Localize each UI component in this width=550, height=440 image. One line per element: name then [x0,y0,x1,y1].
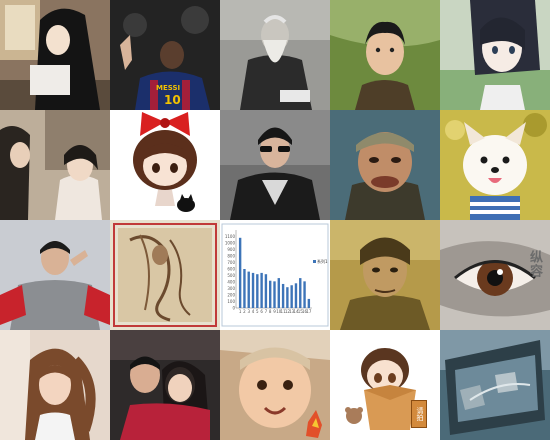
x-tick-label: 11 [281,309,287,314]
lens-city-image [440,330,550,440]
couple-image [110,330,220,440]
man-hoodie-image [0,220,110,330]
thumbnail-chibi-girl[interactable] [110,110,220,220]
chart-bar [290,285,293,308]
white-dog-image [440,110,550,220]
man-sunglasses-image [220,110,330,220]
thumbnail-ink-sketch[interactable] [110,220,220,330]
thumbnail-anime-character[interactable] [440,0,550,110]
thumbnail-cartoon-box-kid[interactable]: 请拍 [330,330,440,440]
x-tick-label: 2 [243,309,246,314]
thumbnail-man-sunglasses[interactable] [220,110,330,220]
y-tick-label: 600 [227,266,235,271]
woman-window-image [0,0,110,110]
y-tick-label: 100 [227,299,235,304]
chart-bar [281,283,285,308]
boy-looking-up-image [330,0,440,110]
chart-bar [299,278,302,308]
chibi-girl-image [110,110,220,220]
chart-bar [247,271,250,308]
thumbnail-period-costume-couple[interactable] [0,110,110,220]
x-tick-label: 5 [256,309,259,314]
x-tick-label: 1 [239,309,242,314]
chart-bar [256,274,259,308]
chart-bar [307,298,311,308]
ink-sketch-image [110,220,220,330]
y-tick-label: 800 [227,253,235,258]
chart-bar [264,274,268,308]
period-costume-image [0,110,110,220]
x-tick-label: 12 [285,309,291,314]
y-tick-label: 500 [227,273,235,278]
x-tick-label: 7 [265,309,268,314]
x-tick-label: 15 [298,309,304,314]
chart-bar [286,287,289,308]
x-tick-label: 17 [306,309,312,314]
chart-bar [273,281,276,308]
eye-caption-text: 纵容 [527,250,542,278]
chart-bar [238,237,242,308]
thumbnail-baby[interactable] [220,330,330,440]
y-tick-label: 700 [227,260,235,265]
jersey-name-text: MESSI [156,84,180,92]
y-tick-label: 300 [227,286,235,291]
thumbnail-white-dog[interactable] [440,110,550,220]
x-tick-label: 16 [302,309,308,314]
eye-closeup-image [440,220,550,330]
jersey-number-text: 10 [164,93,181,107]
chart-bar [303,281,306,308]
thumbnail-eye-closeup[interactable]: 纵容 [440,220,550,330]
thumbnail-couple[interactable] [110,330,220,440]
chart-bar [251,272,255,308]
thumbnail-woman-window[interactable] [0,0,110,110]
legend-swatch [313,260,316,263]
chart-bar [277,278,280,308]
chart-bar [269,280,272,308]
y-tick-label: 1100 [225,234,236,239]
legend-label: 系列1 [317,258,328,264]
x-tick-label: 9 [273,309,276,314]
x-tick-label: 13 [289,309,295,314]
ponytail-girl-image [0,330,110,440]
anime-character-image [440,0,550,110]
thumbnail-sepia-man[interactable] [330,220,440,330]
y-tick-label: 1000 [225,240,236,245]
x-tick-label: 3 [247,309,250,314]
y-tick-label: 900 [227,247,235,252]
thumbnail-boy-looking-up[interactable] [330,0,440,110]
box-label-text: 请拍 [411,400,427,428]
sepia-man-image [330,220,440,330]
y-tick-label: 0 [232,305,235,310]
elderly-man-image [220,0,330,110]
thumbnail-elderly-man[interactable] [220,0,330,110]
x-tick-label: 6 [260,309,263,314]
thumbnail-man-hoodie[interactable] [0,220,110,330]
chart-bar [243,269,246,308]
baby-image [220,330,330,440]
x-tick-label: 4 [252,309,255,314]
x-tick-label: 10 [276,309,282,314]
chart-bar [260,272,263,308]
y-tick-label: 200 [227,292,235,297]
thumbnail-lens-city[interactable] [440,330,550,440]
football-player-image: MESSI 10 [110,0,220,110]
chart-bar [294,283,298,308]
comic-face-image [330,110,440,220]
x-tick-label: 14 [293,309,299,314]
x-tick-label: 8 [269,309,272,314]
thumbnail-ponytail-girl[interactable] [0,330,110,440]
thumbnail-football-player[interactable]: MESSI 10 [110,0,220,110]
y-tick-label: 400 [227,279,235,284]
thumbnail-comic-face-man[interactable] [330,110,440,220]
